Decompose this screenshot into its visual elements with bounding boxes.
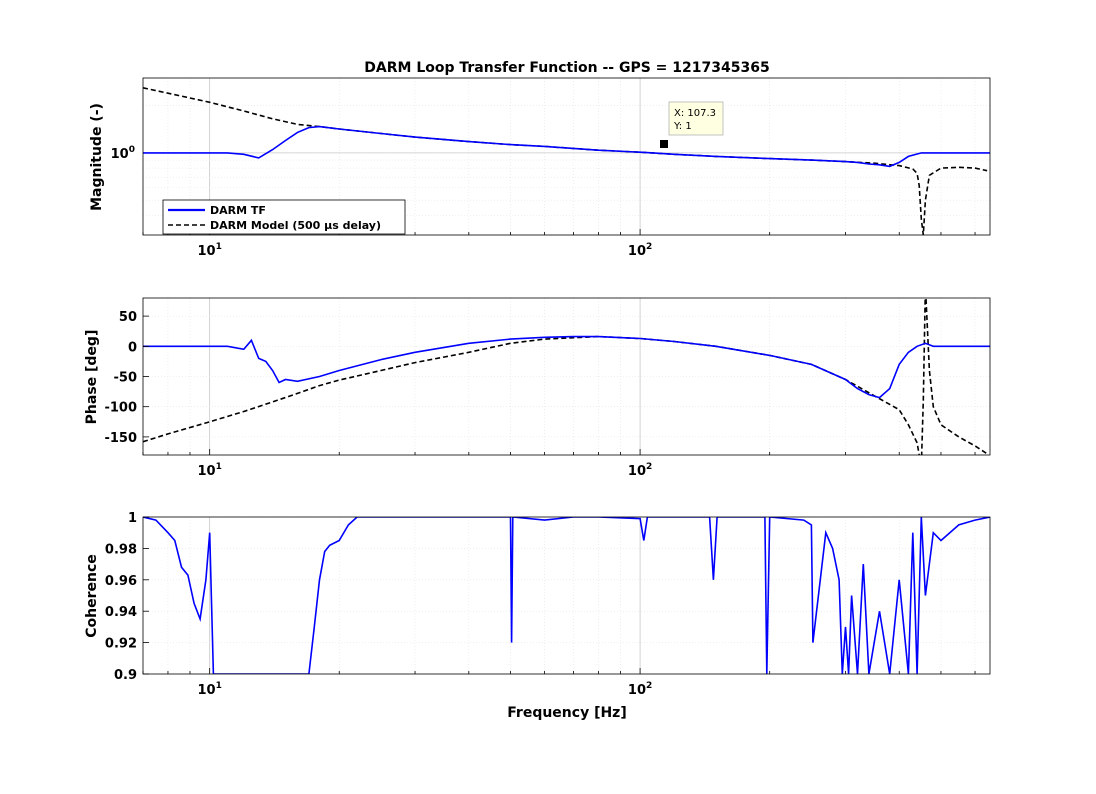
magnitude-axes-box [142,77,991,236]
coherence-ylabel: Coherence [84,554,100,638]
y-tick-label: 50 [119,310,137,325]
phase-panel: 101 102 50 0 -50 -100 -150 Phase [deg] [84,297,991,479]
legend-tf-label: DARM TF [210,204,266,217]
y-tick-label: -50 [114,371,138,386]
phase-grid [142,298,990,455]
x-tick-label: 102 [628,681,652,698]
y-tick-label: 0 [128,340,137,355]
datatip-y-label: Y: 1 [673,121,692,132]
legend-model-label: DARM Model (500 μs delay) [210,219,381,232]
datatip-x-label: X: 107.3 [674,108,716,119]
coherence-panel: 101 102 1 0.98 0.96 0.94 0.92 0.9 Coherence Fre… [84,511,991,721]
phase-ticks: 101 102 50 0 -50 -100 -150 [104,310,976,479]
x-tick-label: 102 [628,242,652,259]
coherence-plot-area [143,517,990,674]
legend-box [162,199,406,235]
datatip-marker[interactable] [660,140,668,148]
x-tick-label: 101 [197,462,221,479]
y-tick-label: 0.9 [114,668,137,683]
y-tick-label: -150 [104,431,137,446]
y-tick-label: 0.92 [105,637,137,652]
y-tick-label: 0.96 [105,574,137,589]
figure-title: DARM Loop Transfer Function -- GPS = 121… [364,60,769,76]
y-tick-label: 1 [128,511,137,526]
series-darm-tf [143,125,990,168]
y-tick-label: 100 [111,145,135,162]
coherence-axes-box [142,516,991,675]
magnitude-ylabel: Magnitude (-) [89,103,105,211]
phase-ylabel: Phase [deg] [84,330,100,425]
coherence-ticks: 101 102 1 0.98 0.96 0.94 0.92 0.9 [105,511,976,698]
magnitude-panel: 101 102 100 Magnitude (-) DARM TF DARM Mod… [89,77,991,259]
x-tick-label: 102 [628,462,652,479]
coherence-xlabel: Frequency [Hz] [507,705,626,721]
magnitude-ticks: 101 102 100 [111,145,976,259]
y-tick-label: -100 [104,401,137,416]
x-tick-label: 101 [197,681,221,698]
x-tick-label: 101 [197,242,221,259]
y-tick-label: 0.94 [105,605,137,620]
series-darm-tf [143,335,990,399]
phase-lines [143,298,990,455]
datatip-box [668,101,724,136]
y-tick-label: 0.98 [105,542,137,557]
legend: DARM TF DARM Model (500 μs delay) [162,199,406,235]
magnitude-lines [143,87,990,235]
datatip[interactable]: X: 107.3 Y: 1 [660,101,724,148]
